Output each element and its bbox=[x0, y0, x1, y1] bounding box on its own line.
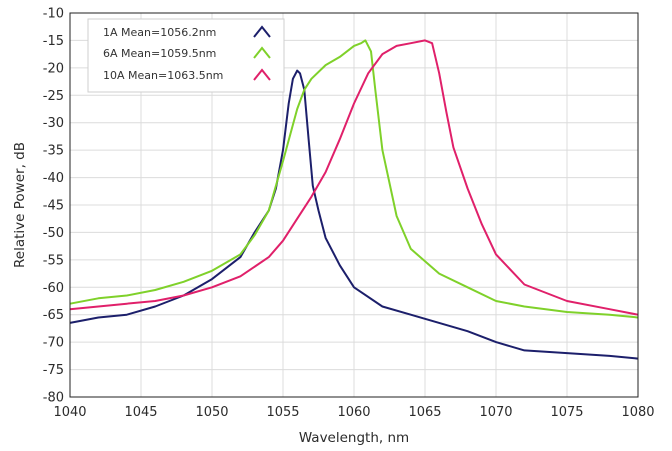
x-tick-label: 1045 bbox=[124, 405, 157, 420]
y-tick-label: -65 bbox=[43, 308, 64, 323]
legend-chevron-icon-1a bbox=[253, 25, 271, 38]
x-tick-label: 1065 bbox=[408, 405, 441, 420]
series-line-6a bbox=[69, 39, 639, 319]
y-axis-label: Relative Power, dB bbox=[12, 142, 28, 268]
legend-box bbox=[87, 18, 285, 93]
plot-frame bbox=[69, 12, 639, 398]
x-tick-label: 1060 bbox=[337, 405, 370, 420]
y-tick-label: -35 bbox=[43, 144, 64, 159]
y-tick-label: -25 bbox=[43, 89, 64, 104]
y-tick-label: -80 bbox=[43, 391, 64, 406]
legend: 1A Mean=1056.2nm 6A Mean=1059.5nm 10A Me… bbox=[87, 18, 285, 93]
y-tick-label: -15 bbox=[43, 34, 64, 49]
legend-chevron-icon-6a bbox=[253, 46, 271, 59]
legend-chevron-icon-10a bbox=[253, 68, 271, 81]
y-tick-label: -45 bbox=[43, 199, 64, 214]
y-tick-label: -30 bbox=[43, 116, 64, 131]
series-line-10a bbox=[69, 39, 639, 316]
y-tick-label: -70 bbox=[43, 336, 64, 351]
legend-label-6a: 6A Mean=1059.5nm bbox=[103, 47, 216, 60]
x-tick-label: 1075 bbox=[550, 405, 583, 420]
y-tick-label: -75 bbox=[43, 363, 64, 378]
y-tick-label: -20 bbox=[43, 61, 64, 76]
y-tick-label: -50 bbox=[43, 226, 64, 241]
x-tick-label: 1070 bbox=[479, 405, 512, 420]
legend-label-10a: 10A Mean=1063.5nm bbox=[103, 69, 223, 82]
x-tick-label: 1040 bbox=[53, 405, 86, 420]
x-tick-label: 1080 bbox=[621, 405, 654, 420]
x-tick-label: 1055 bbox=[266, 405, 299, 420]
y-tick-label: -40 bbox=[43, 171, 64, 186]
x-axis-label: Wavelength, nm bbox=[299, 430, 409, 446]
y-tick-label: -55 bbox=[43, 253, 64, 268]
x-tick-label: 1050 bbox=[195, 405, 228, 420]
y-tick-label: -10 bbox=[43, 7, 64, 22]
y-tick-label: -60 bbox=[43, 281, 64, 296]
tick-labels: -10 -15 -20 -25 -30 -35 -40 -45 -50 -55 -60 -65 -70 -… bbox=[43, 7, 655, 421]
legend-label-1a: 1A Mean=1056.2nm bbox=[103, 26, 216, 39]
plot-series bbox=[69, 39, 639, 360]
series-line-1a bbox=[69, 69, 639, 360]
